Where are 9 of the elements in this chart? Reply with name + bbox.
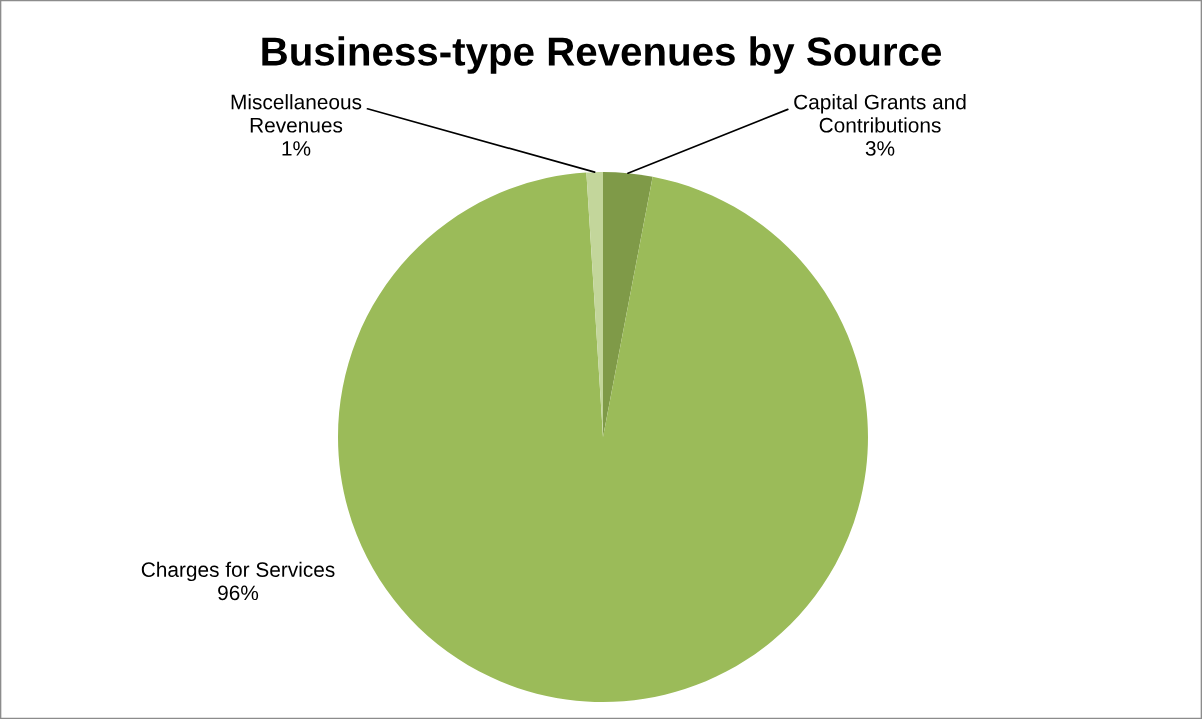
pie-slice [603,172,653,437]
data-label: 3% [865,141,895,156]
slice-label: Capital Grants and Contributions [794,94,966,133]
data-label: 96% [218,585,259,601]
slice-label: Miscellaneous Revenues [231,94,362,133]
chart-title: Business-type Revenues by Source [262,36,942,74]
data-label: 1% [282,141,311,156]
pie-slice [338,172,868,702]
slice-label: Charges for Services [141,561,335,582]
